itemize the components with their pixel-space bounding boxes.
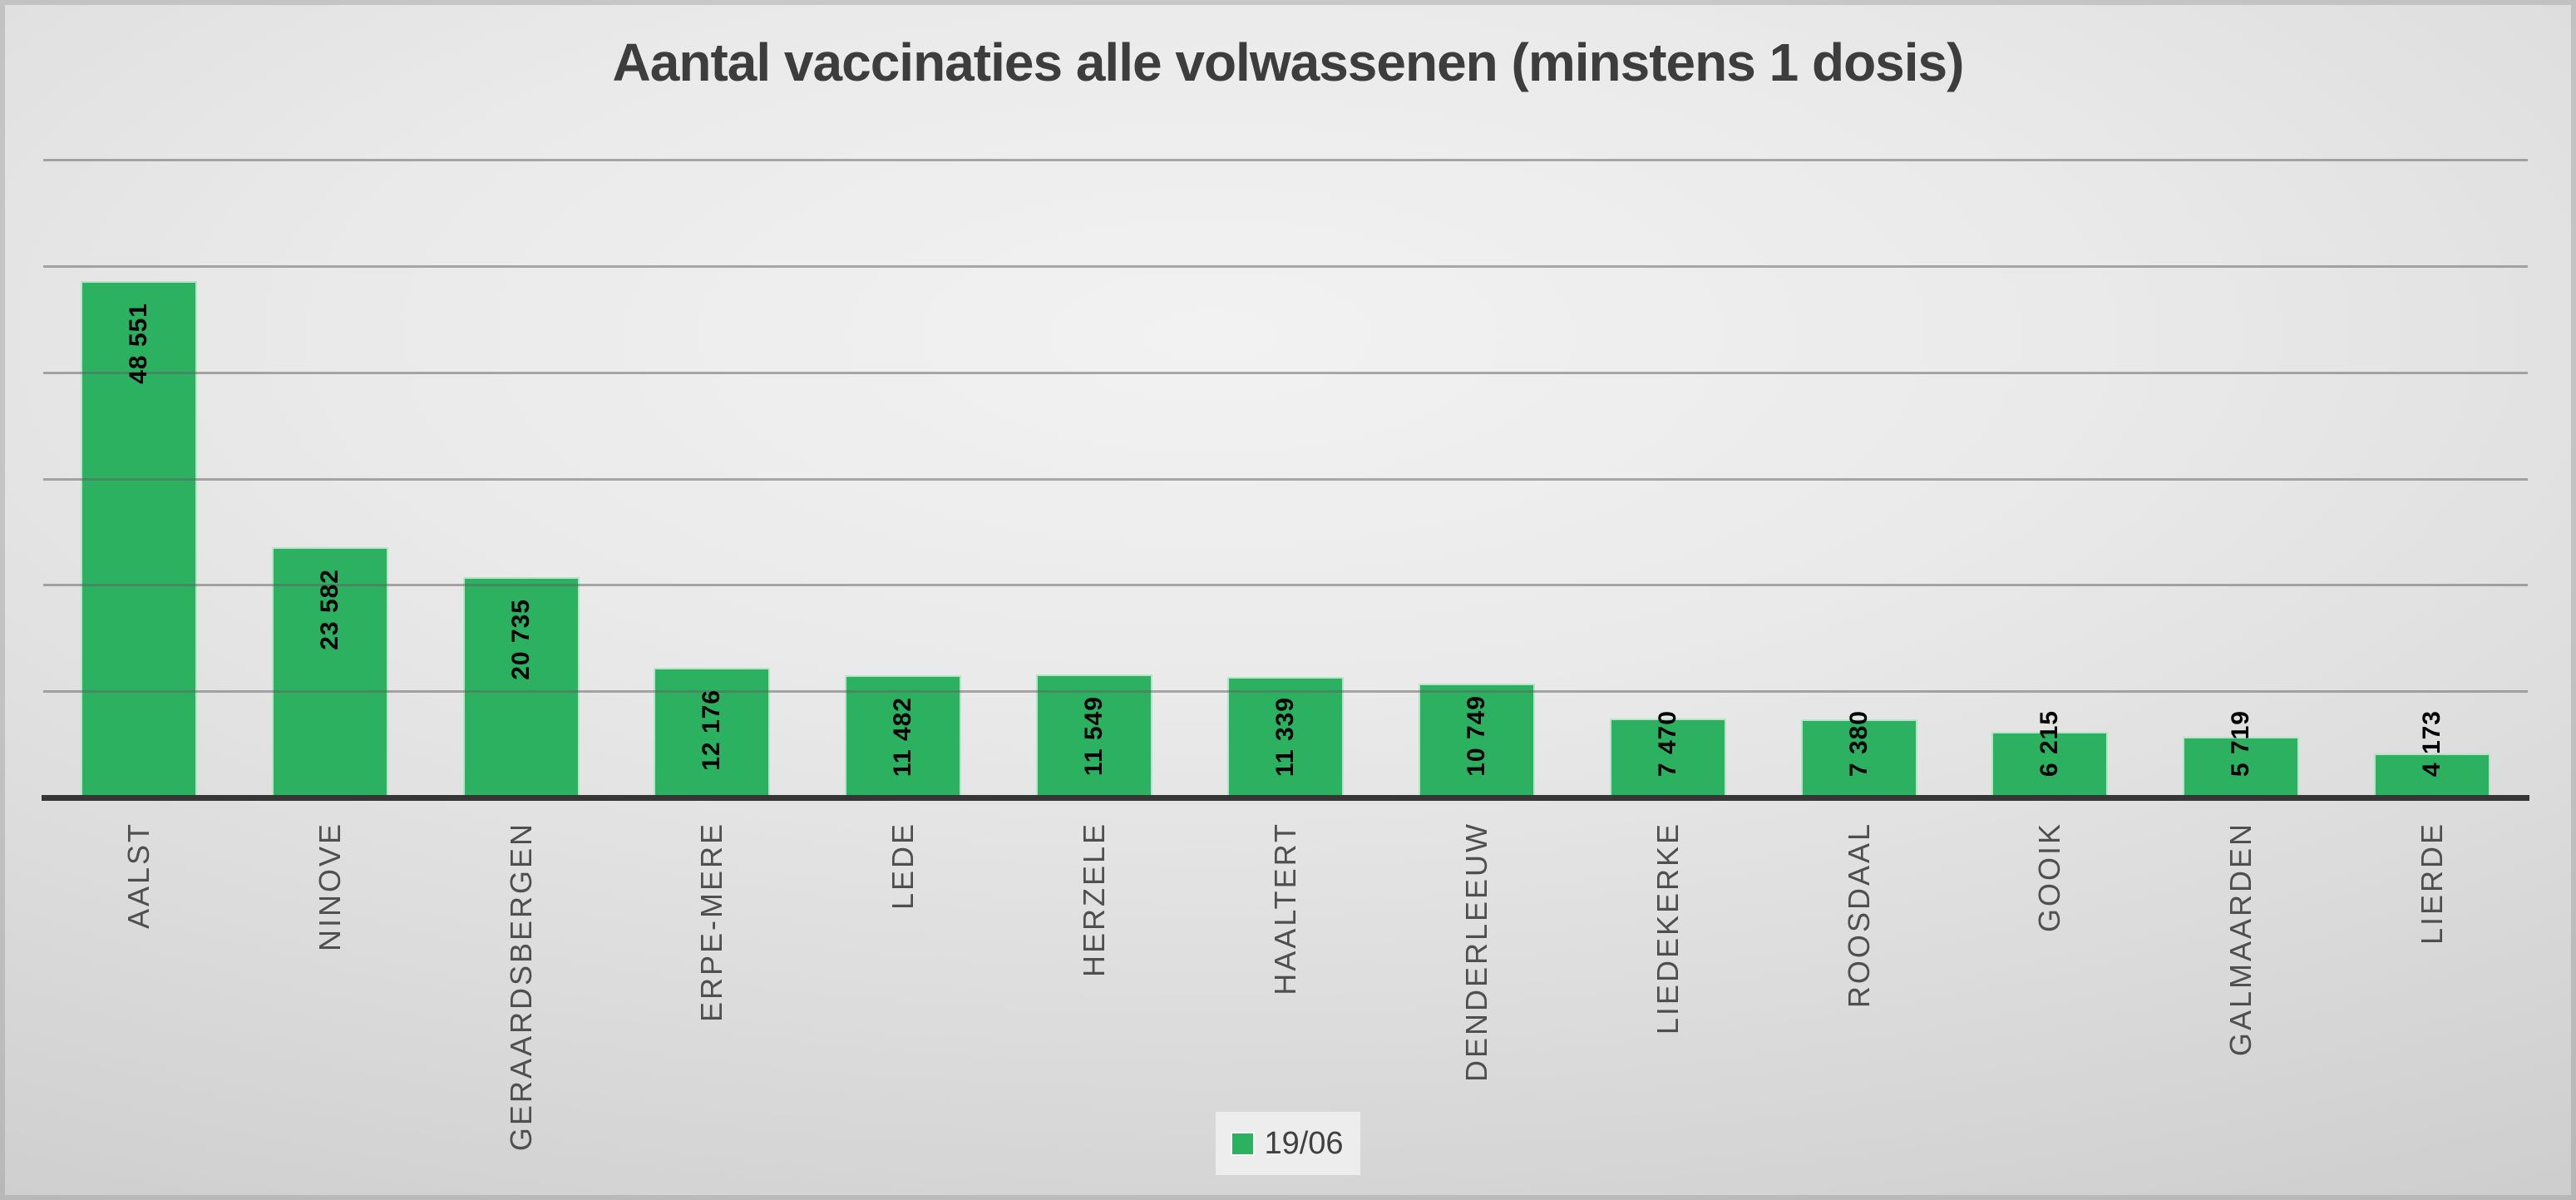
bar-aalst bbox=[80, 281, 197, 798]
bar-herzele bbox=[1036, 674, 1153, 798]
gridline bbox=[43, 690, 2528, 694]
bar-value-label: 48 551 bbox=[124, 303, 152, 385]
gridline bbox=[43, 584, 2528, 587]
bar-denderleeuw bbox=[1418, 683, 1535, 798]
category-label-ninove: NINOVE bbox=[312, 822, 347, 952]
gridline bbox=[43, 477, 2528, 481]
bar-value-label: 7 470 bbox=[1653, 710, 1681, 778]
bar-erpe-mere bbox=[654, 668, 771, 798]
bar-value-label: 6 215 bbox=[2036, 710, 2064, 778]
bar-value-label: 4 173 bbox=[2418, 710, 2446, 778]
bar-value-label: 5 719 bbox=[2227, 710, 2255, 778]
x-axis-line bbox=[42, 795, 2529, 801]
legend-series-swatch-icon bbox=[1232, 1133, 1254, 1154]
category-label-lierde: LIERDE bbox=[2415, 822, 2450, 946]
category-label-liedekerke: LIEDEKERKE bbox=[1650, 822, 1685, 1035]
gridline bbox=[43, 371, 2528, 374]
category-label-aalst: AALST bbox=[121, 822, 155, 930]
chart-title: Aantal vaccinaties alle volwassenen (min… bbox=[612, 32, 1965, 92]
bar-geraardsbergen bbox=[462, 576, 580, 798]
gridline bbox=[43, 264, 2528, 268]
category-label-erpe-mere: ERPE-MERE bbox=[694, 822, 729, 1023]
category-label-geraardsbergen: GERAARDSBERGEN bbox=[503, 822, 538, 1152]
category-label-gooik: GOOIK bbox=[2032, 822, 2067, 933]
bar-lede bbox=[845, 675, 962, 798]
category-label-roosdaal: ROOSDAAL bbox=[1841, 822, 1876, 1009]
bar-value-label: 11 339 bbox=[1271, 697, 1299, 778]
bar-value-label: 11 549 bbox=[1080, 696, 1108, 777]
bar-roosdaal bbox=[1800, 719, 1917, 798]
legend-series-label: 19/06 bbox=[1264, 1125, 1344, 1161]
bar-value-label: 10 749 bbox=[1462, 695, 1490, 777]
bar-ninove bbox=[271, 546, 388, 798]
legend: 19/06 bbox=[1216, 1112, 1360, 1175]
category-label-herzele: HERZELE bbox=[1077, 822, 1112, 978]
category-label-lede: LEDE bbox=[886, 822, 920, 911]
bar-haaltert bbox=[1227, 677, 1344, 798]
category-label-galmaarden: GALMAARDEN bbox=[2223, 822, 2258, 1057]
gridline bbox=[43, 159, 2528, 161]
bar-gooik bbox=[1991, 731, 2109, 798]
category-label-haaltert: HAALTERT bbox=[1268, 822, 1302, 995]
bar-value-label: 20 735 bbox=[506, 598, 535, 680]
bar-value-label: 23 582 bbox=[315, 568, 343, 650]
bar-galmaarden bbox=[2183, 736, 2300, 798]
bar-lierde bbox=[2374, 753, 2491, 798]
category-label-denderleeuw: DENDERLEEUW bbox=[1458, 822, 1493, 1083]
bar-liedekerke bbox=[1609, 718, 1726, 798]
bar-value-label: 11 482 bbox=[889, 697, 917, 778]
bar-value-label: 7 380 bbox=[1844, 710, 1873, 778]
bar-value-label: 12 176 bbox=[698, 689, 726, 772]
